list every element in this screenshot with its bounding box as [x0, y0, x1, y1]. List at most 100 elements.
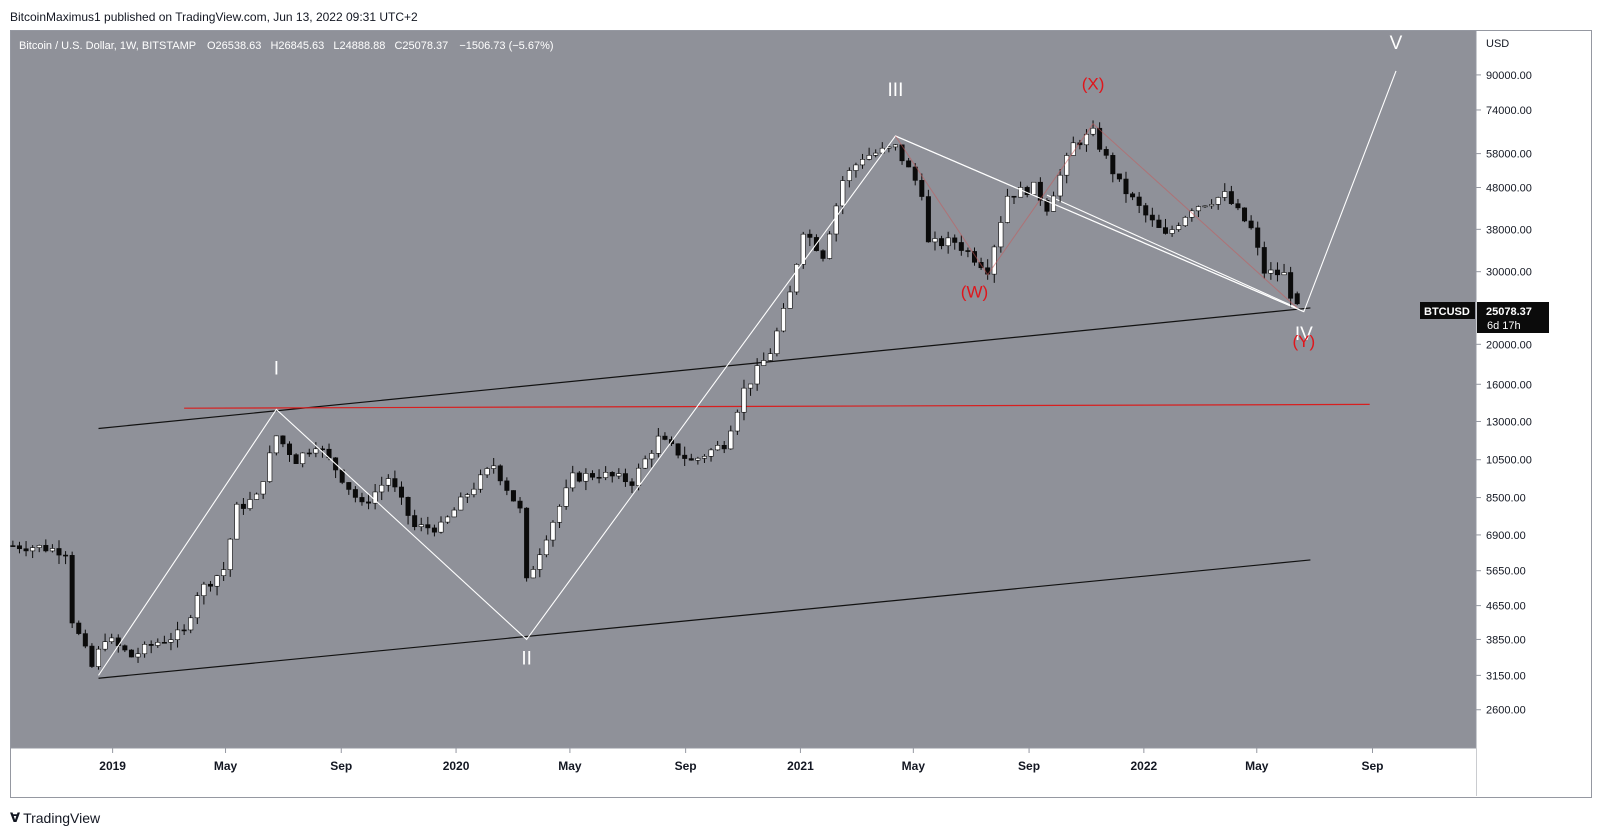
candle [188, 614, 194, 634]
footer: ∀ TradingView [10, 810, 100, 826]
candle [135, 647, 141, 663]
candle [1281, 263, 1287, 276]
bear-candle-body [682, 454, 688, 459]
candle [306, 448, 312, 457]
candle [708, 447, 714, 462]
x-tick-label: May [1245, 759, 1269, 773]
candle [1195, 205, 1201, 218]
bear-candle-body [148, 644, 154, 646]
bull-candle-body [1202, 205, 1208, 208]
candle [1294, 291, 1300, 306]
candle [715, 440, 721, 451]
bull-candle-body [234, 503, 240, 540]
candle [807, 229, 813, 247]
candle [122, 644, 128, 653]
bear-candle-body [1288, 272, 1294, 299]
y-tick-label: 4650.00 [1486, 601, 1526, 613]
footer-brand[interactable]: TradingView [23, 810, 101, 826]
bull-candle-body [1209, 204, 1215, 207]
candle [405, 496, 411, 525]
bull-candle-body [1018, 187, 1024, 198]
channel-lower-line [98, 559, 1311, 679]
bull-candle-body [636, 467, 642, 486]
bull-candle-body [168, 639, 174, 643]
bear-candle-body [412, 515, 418, 528]
x-axis: 2019 May Sep 2020 May Sep 2021 May Sep 2022 May Sep [99, 748, 1384, 773]
bull-candle-body [642, 458, 648, 469]
bull-candle-body [438, 521, 444, 533]
bull-candle-body [860, 159, 866, 166]
wave-label: I [274, 358, 279, 379]
bull-candle-body [1031, 181, 1037, 195]
bull-candle-body [616, 473, 622, 477]
bear-candle-body [1156, 219, 1162, 228]
candle [1176, 222, 1182, 232]
bear-candle-body [965, 250, 971, 252]
bear-candle-body [721, 445, 727, 450]
bear-candle-body [609, 472, 615, 477]
candle [478, 469, 484, 493]
candle [1116, 173, 1122, 182]
bear-candle-body [807, 233, 813, 238]
candle [214, 574, 220, 596]
candle [1097, 122, 1103, 153]
candle [1031, 181, 1037, 195]
bull-candle-body [846, 170, 852, 181]
candle [576, 471, 582, 483]
bull-candle-body [853, 164, 859, 171]
candle [1110, 152, 1116, 183]
candle [102, 633, 108, 652]
candle [1130, 191, 1136, 201]
bull-candle-body [800, 233, 806, 265]
candle [827, 231, 833, 260]
candle [649, 450, 655, 468]
candle [1202, 205, 1208, 208]
bull-candle-body [655, 435, 661, 454]
bear-candle-body [405, 496, 411, 516]
bull-candle-body [260, 481, 266, 495]
candle [695, 456, 701, 465]
bear-candle-body [240, 503, 246, 509]
candle [155, 638, 161, 648]
candle [932, 231, 938, 251]
y-tick-label: 13000.00 [1486, 416, 1532, 428]
bear-candle-body [23, 548, 29, 552]
candle [958, 235, 964, 256]
candle [379, 476, 385, 501]
bear-candle-body [510, 490, 516, 502]
candle [662, 432, 668, 441]
bull-candle-body [932, 238, 938, 243]
candle [866, 147, 872, 161]
price-tag-price: 25078.37 [1486, 306, 1532, 318]
bull-candle-body [484, 468, 490, 476]
bull-candle-body [1083, 133, 1089, 146]
candle [524, 507, 530, 582]
candle [412, 509, 418, 531]
candle [1215, 196, 1221, 210]
candle [754, 358, 760, 391]
x-tick-label: 2019 [99, 759, 126, 773]
candle [873, 149, 879, 158]
price-tag[interactable]: BTCUSD 25078.37 6d 17h [1420, 302, 1549, 333]
candle [642, 455, 648, 469]
y-tick-label: 3150.00 [1486, 670, 1526, 682]
candles [10, 120, 1300, 670]
candle [207, 581, 213, 592]
bull-candle-body [557, 506, 563, 523]
bull-candle-body [794, 264, 800, 293]
candle [464, 492, 470, 503]
bear-candle-body [1037, 181, 1043, 201]
candle [537, 548, 543, 578]
x-tick-label: 2021 [787, 759, 814, 773]
resistance-line [184, 403, 1370, 409]
y-tick-label: 30000.00 [1486, 267, 1532, 279]
candle [168, 632, 174, 651]
candle [63, 551, 69, 565]
candle [853, 162, 859, 178]
bear-candle-body [662, 435, 668, 440]
candle [484, 466, 490, 478]
candle [359, 492, 365, 506]
bear-candle-body [352, 489, 358, 498]
bull-candle-body [530, 569, 536, 579]
